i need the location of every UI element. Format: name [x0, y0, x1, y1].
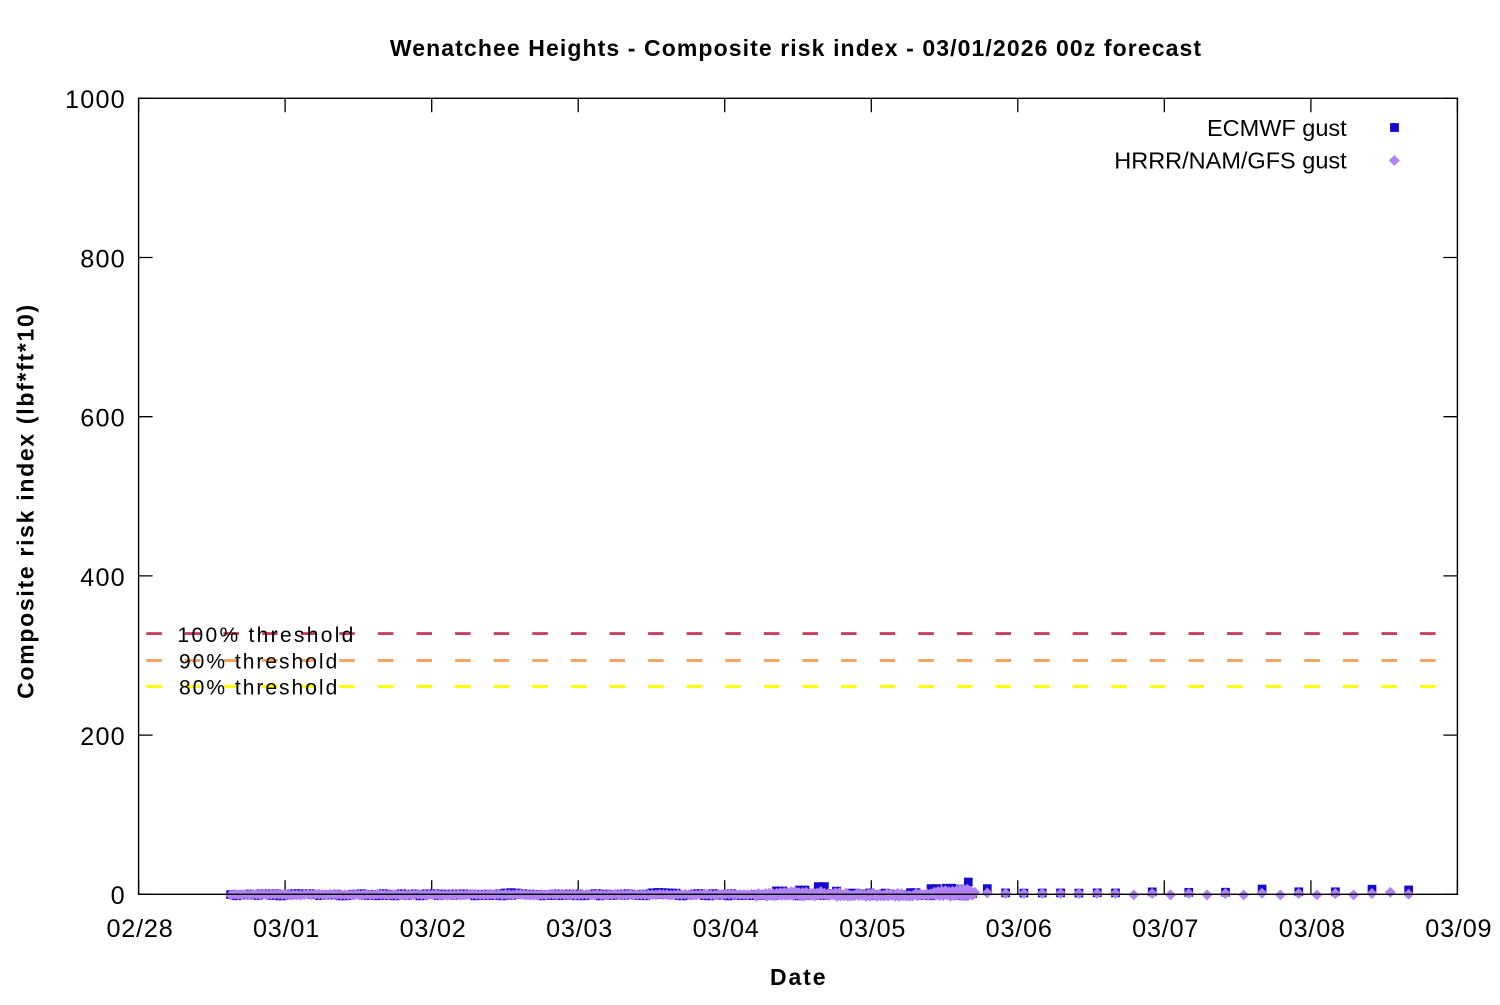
- svg-text:03/05: 03/05: [839, 915, 906, 943]
- svg-text:Wenatchee Heights - Composite: Wenatchee Heights - Composite risk index…: [390, 35, 1202, 61]
- svg-text:03/06: 03/06: [986, 915, 1053, 943]
- svg-text:03/02: 03/02: [400, 915, 467, 943]
- svg-text:1000: 1000: [65, 86, 126, 114]
- svg-text:80% threshold: 80% threshold: [179, 676, 339, 699]
- svg-text:0: 0: [111, 882, 126, 910]
- svg-text:Composite risk index (lbf*ft*1: Composite risk index (lbf*ft*10): [13, 303, 39, 699]
- svg-text:ECMWF gust: ECMWF gust: [1207, 115, 1347, 141]
- svg-text:HRRR/NAM/GFS gust: HRRR/NAM/GFS gust: [1114, 147, 1347, 173]
- svg-text:03/03: 03/03: [546, 915, 613, 943]
- svg-text:03/07: 03/07: [1132, 915, 1199, 943]
- svg-text:600: 600: [80, 405, 126, 433]
- svg-text:03/01: 03/01: [253, 915, 320, 943]
- svg-text:Date: Date: [770, 964, 827, 990]
- svg-text:200: 200: [80, 723, 126, 751]
- svg-text:400: 400: [80, 564, 126, 592]
- svg-text:02/28: 02/28: [106, 915, 173, 943]
- svg-text:03/08: 03/08: [1279, 915, 1346, 943]
- svg-text:03/09: 03/09: [1425, 915, 1492, 943]
- svg-text:90% threshold: 90% threshold: [179, 650, 339, 673]
- svg-text:100% threshold: 100% threshold: [178, 624, 356, 647]
- svg-text:800: 800: [80, 245, 126, 273]
- svg-text:03/04: 03/04: [693, 915, 760, 943]
